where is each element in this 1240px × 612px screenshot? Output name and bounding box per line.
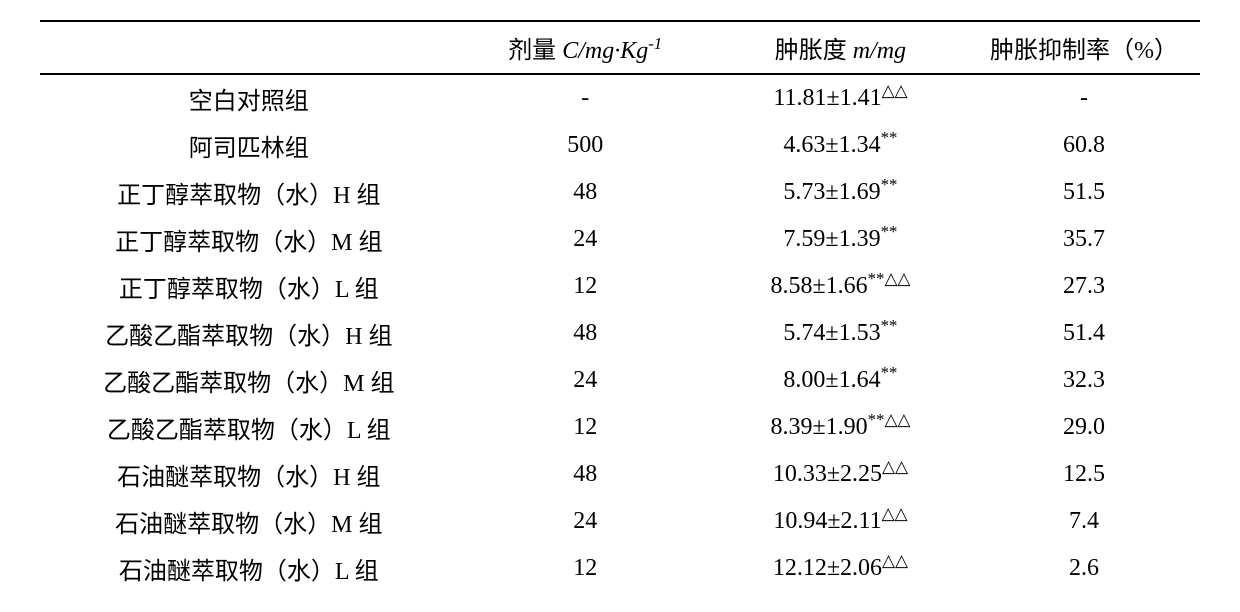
swelling-value: 10.33±2.25 [773, 461, 882, 487]
cell-dose: 48 [458, 451, 713, 498]
cell-group: 正丁醇萃取物（水）M 组 [40, 216, 458, 263]
cell-swelling: 8.00±1.64** [713, 357, 968, 404]
swelling-marks: ** [881, 363, 898, 382]
cell-group: 正丁醇萃取物（水）L 组 [40, 263, 458, 310]
swelling-value: 12.12±2.06 [773, 555, 882, 581]
cell-inhibition: 12.5 [968, 451, 1200, 498]
header-group [40, 21, 458, 74]
swelling-value: 5.74±1.53 [783, 320, 880, 346]
cell-group: 乙酸乙酯萃取物（水）H 组 [40, 310, 458, 357]
cell-inhibition: 29.0 [968, 404, 1200, 451]
cell-inhibition: 7.4 [968, 498, 1200, 545]
cell-inhibition: 27.3 [968, 263, 1200, 310]
swelling-marks: ** [881, 128, 898, 147]
cell-swelling: 5.74±1.53** [713, 310, 968, 357]
cell-swelling: 5.73±1.69** [713, 169, 968, 216]
cell-swelling: 10.94±2.11△△ [713, 498, 968, 545]
cell-inhibition: 35.7 [968, 216, 1200, 263]
table-row: 乙酸乙酯萃取物（水）L 组 12 8.39±1.90**△△ 29.0 [40, 404, 1200, 451]
cell-group: 乙酸乙酯萃取物（水）L 组 [40, 404, 458, 451]
swelling-marks: △△ [882, 457, 908, 476]
cell-swelling: 11.81±1.41△△ [713, 74, 968, 122]
header-dose-label: 剂量 [508, 38, 562, 64]
cell-group: 石油醚萃取物（水）H 组 [40, 451, 458, 498]
cell-dose: 500 [458, 122, 713, 169]
swelling-marks: ** [881, 222, 898, 241]
table-row: 阿司匹林组 500 4.63±1.34** 60.8 [40, 122, 1200, 169]
cell-dose: 24 [458, 357, 713, 404]
table-row: 正丁醇萃取物（水）M 组 24 7.59±1.39** 35.7 [40, 216, 1200, 263]
cell-group: 空白对照组 [40, 74, 458, 122]
swelling-marks: △△ [882, 504, 908, 523]
swelling-value: 4.63±1.34 [783, 132, 880, 158]
cell-swelling: 8.39±1.90**△△ [713, 404, 968, 451]
cell-swelling: 8.58±1.66**△△ [713, 263, 968, 310]
cell-group: 石油醚萃取物（水）L 组 [40, 545, 458, 592]
cell-swelling: 4.63±1.34** [713, 122, 968, 169]
cell-dose: 24 [458, 216, 713, 263]
cell-dose: 48 [458, 310, 713, 357]
cell-dose: - [458, 74, 713, 122]
cell-inhibition: 60.8 [968, 122, 1200, 169]
cell-dose: 48 [458, 169, 713, 216]
cell-inhibition: - [968, 74, 1200, 122]
header-swelling-label: 肿胀度 [775, 38, 853, 64]
cell-swelling: 10.33±2.25△△ [713, 451, 968, 498]
cell-dose: 12 [458, 263, 713, 310]
swelling-marks: △△ [882, 551, 908, 570]
cell-swelling: 7.59±1.39** [713, 216, 968, 263]
cell-dose: 12 [458, 545, 713, 592]
cell-dose: 12 [458, 404, 713, 451]
cell-group: 正丁醇萃取物（水）H 组 [40, 169, 458, 216]
cell-dose: 24 [458, 498, 713, 545]
swelling-value: 8.58±1.66 [770, 273, 867, 299]
cell-inhibition: 51.5 [968, 169, 1200, 216]
swelling-value: 5.73±1.69 [783, 179, 880, 205]
cell-swelling: 12.12±2.06△△ [713, 545, 968, 592]
header-dose-exp: -1 [648, 34, 662, 53]
swelling-marks: ** [881, 316, 898, 335]
header-dose-symbol: C/mg·Kg [562, 38, 648, 64]
swelling-marks: △△ [882, 81, 908, 100]
table-row: 乙酸乙酯萃取物（水）H 组 48 5.74±1.53** 51.4 [40, 310, 1200, 357]
swelling-value: 8.00±1.64 [783, 367, 880, 393]
header-swelling-symbol: m/mg [853, 38, 906, 64]
table-body: 空白对照组 - 11.81±1.41△△ - 阿司匹林组 500 4.63±1.… [40, 74, 1200, 592]
cell-group: 石油醚萃取物（水）M 组 [40, 498, 458, 545]
data-table: 剂量 C/mg·Kg-1 肿胀度 m/mg 肿胀抑制率（%） 空白对照组 - 1… [40, 20, 1200, 592]
table-row: 石油醚萃取物（水）H 组 48 10.33±2.25△△ 12.5 [40, 451, 1200, 498]
swelling-marks: **△△ [868, 410, 911, 429]
cell-inhibition: 2.6 [968, 545, 1200, 592]
swelling-marks: **△△ [868, 269, 911, 288]
cell-inhibition: 32.3 [968, 357, 1200, 404]
table-row: 正丁醇萃取物（水）L 组 12 8.58±1.66**△△ 27.3 [40, 263, 1200, 310]
table-row: 乙酸乙酯萃取物（水）M 组 24 8.00±1.64** 32.3 [40, 357, 1200, 404]
cell-inhibition: 51.4 [968, 310, 1200, 357]
swelling-marks: ** [881, 175, 898, 194]
swelling-value: 7.59±1.39 [783, 226, 880, 252]
header-inhibition: 肿胀抑制率（%） [968, 21, 1200, 74]
table-row: 正丁醇萃取物（水）H 组 48 5.73±1.69** 51.5 [40, 169, 1200, 216]
header-swelling: 肿胀度 m/mg [713, 21, 968, 74]
table-row: 石油醚萃取物（水）M 组 24 10.94±2.11△△ 7.4 [40, 498, 1200, 545]
cell-group: 阿司匹林组 [40, 122, 458, 169]
swelling-value: 11.81±1.41 [773, 85, 881, 111]
swelling-value: 8.39±1.90 [770, 414, 867, 440]
header-row: 剂量 C/mg·Kg-1 肿胀度 m/mg 肿胀抑制率（%） [40, 21, 1200, 74]
header-dose: 剂量 C/mg·Kg-1 [458, 21, 713, 74]
cell-group: 乙酸乙酯萃取物（水）M 组 [40, 357, 458, 404]
table-row: 石油醚萃取物（水）L 组 12 12.12±2.06△△ 2.6 [40, 545, 1200, 592]
swelling-value: 10.94±2.11 [773, 508, 881, 534]
table-row: 空白对照组 - 11.81±1.41△△ - [40, 74, 1200, 122]
